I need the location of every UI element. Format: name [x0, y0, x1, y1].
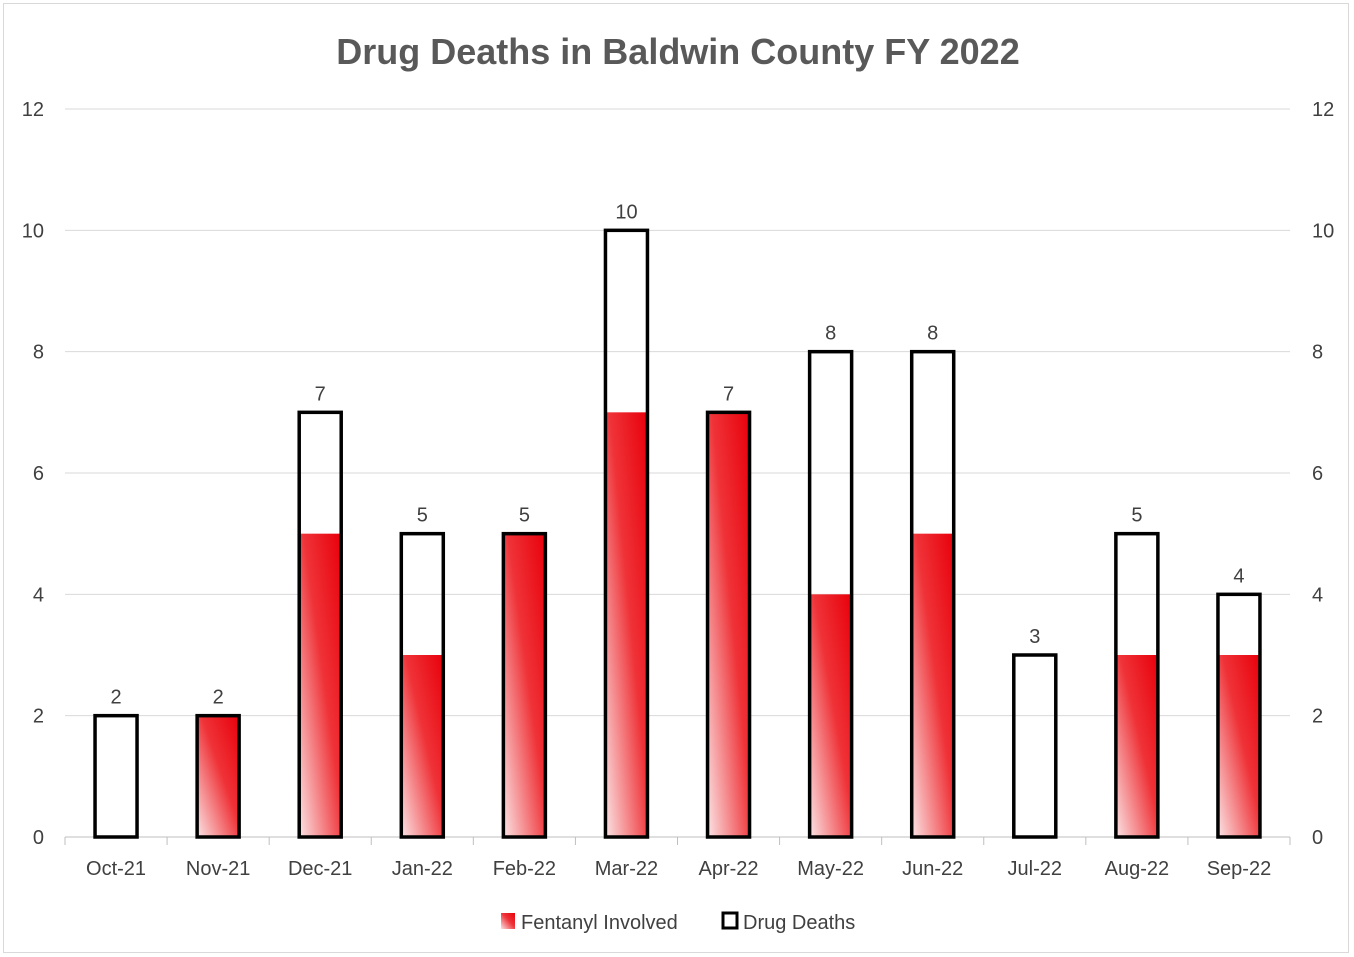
drug-deaths-bar	[807, 349, 854, 839]
y-tick-label-right: 10	[1312, 220, 1334, 242]
legend-label-drug-deaths: Drug Deaths	[743, 912, 855, 934]
fentanyl-bar	[605, 412, 648, 837]
y-tick-label-left: 10	[22, 220, 44, 242]
x-tick-label: Jan-22	[392, 858, 453, 880]
fentanyl-bar	[809, 594, 852, 837]
x-tick-label: Mar-22	[595, 858, 658, 880]
y-axis-right: 0 2 4 6 8 10 12	[1312, 99, 1334, 849]
y-tick-label-left: 2	[33, 706, 44, 728]
data-label: 5	[1131, 505, 1142, 527]
x-tick-label: Jul-22	[1008, 858, 1062, 880]
drug-deaths-bar	[93, 713, 139, 839]
y-tick-label-left: 0	[33, 827, 44, 849]
chart-title: Drug Deaths in Baldwin County FY 2022	[336, 31, 1019, 72]
y-tick-label-right: 12	[1312, 99, 1334, 121]
fentanyl-bar	[299, 533, 342, 837]
y-axis-left: 0 2 4 6 8 10 12	[22, 99, 44, 849]
gridlines	[65, 108, 1290, 838]
data-labels: 2 2 7 5 5 10 7 8 8 3 5 4	[110, 201, 1244, 708]
drug-deaths-bar	[195, 713, 241, 839]
y-tick-label-right: 8	[1312, 342, 1323, 364]
data-label: 8	[825, 323, 836, 345]
y-tick-label-left: 4	[33, 584, 44, 606]
data-label: 5	[417, 505, 428, 527]
x-axis: Oct-21 Nov-21 Dec-21 Jan-22 Feb-22 Mar-22 Apr-…	[64, 837, 1291, 880]
fentanyl-bar	[1217, 655, 1260, 837]
y-tick-label-right: 0	[1312, 827, 1323, 849]
x-tick-label: Apr-22	[699, 858, 759, 880]
data-label: 7	[315, 383, 326, 405]
drug-deaths-bar	[501, 531, 548, 839]
y-tick-label-left: 6	[33, 463, 44, 485]
drug-deaths-bar	[909, 349, 956, 839]
fentanyl-bar	[707, 412, 750, 837]
x-tick-label: Aug-22	[1105, 858, 1170, 880]
y-tick-label-left: 12	[22, 99, 44, 121]
data-label: 10	[615, 201, 637, 223]
data-label: 3	[1029, 626, 1040, 648]
data-label: 4	[1233, 565, 1244, 587]
fentanyl-bar	[911, 533, 954, 837]
fentanyl-bar	[503, 533, 546, 837]
data-label: 5	[519, 505, 530, 527]
fentanyl-bar	[401, 655, 444, 837]
x-tick-label: Oct-21	[86, 858, 146, 880]
drug-deaths-bar	[399, 531, 446, 839]
fentanyl-bar	[1115, 655, 1158, 837]
drug-deaths-bar	[1216, 592, 1262, 839]
data-label: 2	[213, 687, 224, 709]
x-tick-label: Sep-22	[1207, 858, 1272, 880]
drug-deaths-bar	[1012, 653, 1058, 839]
data-label: 7	[723, 383, 734, 405]
y-tick-label-right: 6	[1312, 463, 1323, 485]
x-tick-label: May-22	[797, 858, 864, 880]
drug-deaths-bar	[705, 410, 752, 839]
bars	[93, 228, 1262, 839]
data-label: 2	[110, 687, 121, 709]
x-tick-label: Nov-21	[186, 858, 250, 880]
drug-deaths-bar	[297, 410, 343, 839]
x-tick-label: Dec-21	[288, 858, 352, 880]
legend-swatch-fentanyl	[501, 913, 515, 929]
legend-swatch-drug-deaths	[721, 911, 739, 930]
x-tick-label: Jun-22	[902, 858, 963, 880]
legend: Fentanyl Involved Drug Deaths	[501, 911, 855, 934]
legend-label-fentanyl: Fentanyl Involved	[521, 912, 678, 934]
y-tick-label-right: 4	[1312, 584, 1323, 606]
y-tick-label-right: 2	[1312, 706, 1323, 728]
fentanyl-bar	[197, 715, 240, 837]
drug-deaths-bar	[603, 228, 650, 839]
data-label: 8	[927, 323, 938, 345]
drug-deaths-bar	[1114, 531, 1160, 839]
x-tick-label: Feb-22	[493, 858, 556, 880]
y-tick-label-left: 8	[33, 342, 44, 364]
